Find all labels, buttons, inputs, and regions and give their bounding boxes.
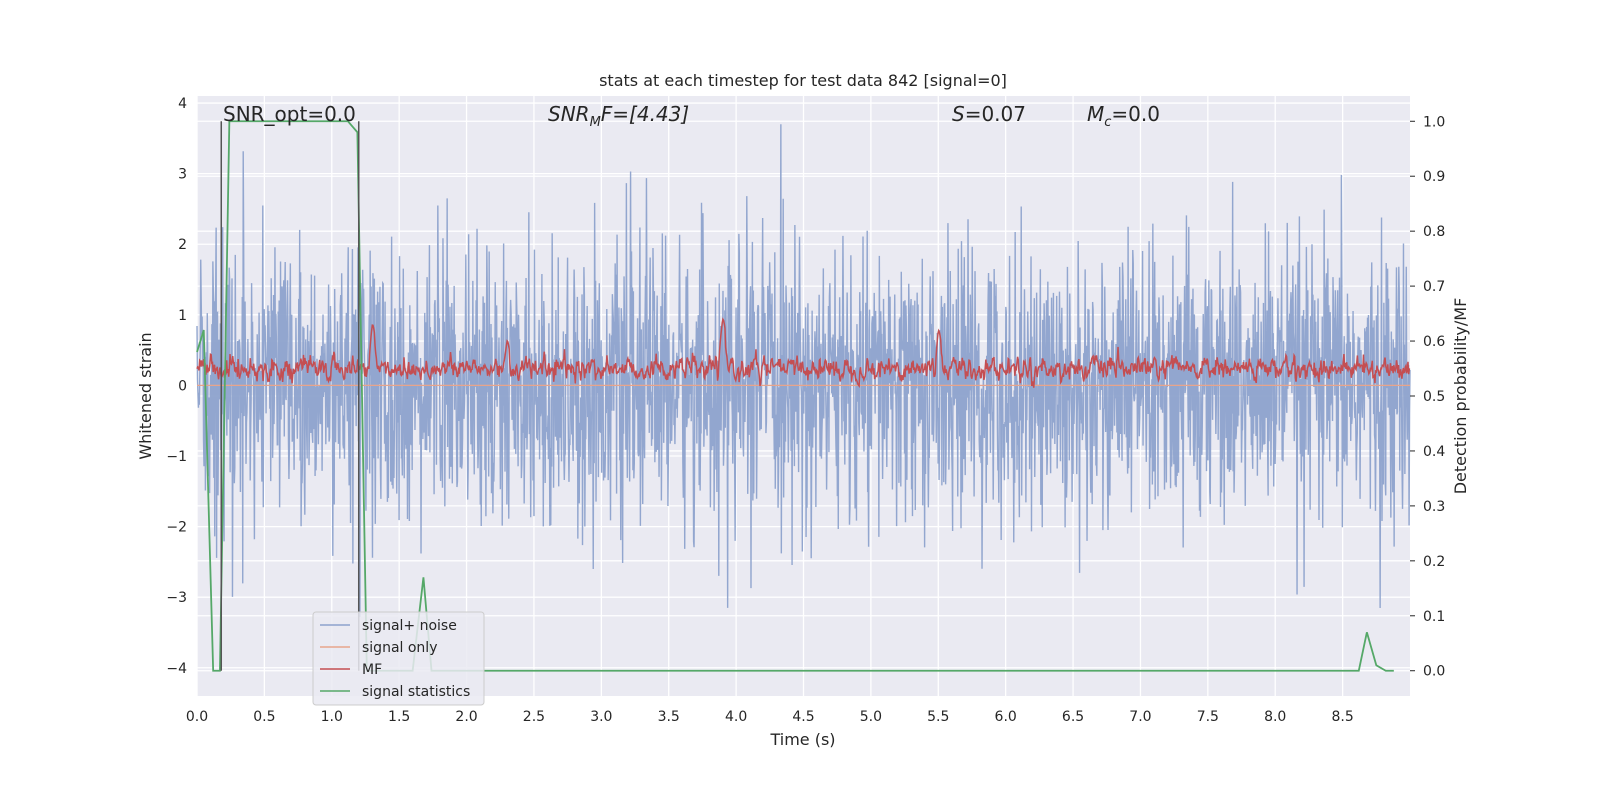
x-tick-label: 8.5 [1331,709,1353,725]
y-tick-label: −2 [166,520,187,536]
y-tick-label: −3 [166,590,187,606]
y2-tick-label: 0.9 [1423,169,1445,185]
legend-label-mf: MF [362,662,382,678]
legend-box [312,611,485,706]
legend: signal+ noise signal only MF signal stat… [312,611,485,706]
x-tick-label: 6.0 [995,709,1017,725]
y2-axis-ticks: 0.0 0.1 0.2 0.3 0.4 0.5 0.6 0.7 0.8 0.9 1.0 [1410,114,1445,680]
x-tick-label: 6.5 [1062,709,1084,725]
x-tick-label: 7.0 [1129,709,1151,725]
y-tick-label: 1 [178,308,187,324]
chart-title: stats at each timestep for test data 842… [599,71,1007,90]
y2-tick-label: 0.5 [1423,389,1445,405]
x-tick-label: 7.5 [1197,709,1219,725]
mf-series [196,317,1411,389]
x-tick-label: 1.5 [388,709,410,725]
y2-axis-label: Detection probability/MF [1451,298,1470,495]
x-tick-label: 8.0 [1264,709,1286,725]
x-tick-label: 1.0 [321,709,343,725]
x-tick-label: 0.0 [186,709,208,725]
x-tick-label: 3.0 [590,709,612,725]
legend-label-signal-noise: signal+ noise [362,618,457,634]
x-tick-label: 3.5 [658,709,680,725]
y2-tick-label: 0.1 [1423,609,1445,625]
x-tick-label: 5.5 [927,709,949,725]
annotation-snr-mf: SNRMF=[4.43] [548,102,689,130]
y-tick-label: −1 [166,449,187,465]
annotation-s: S=0.07 [952,102,1026,126]
y2-tick-label: 0.7 [1423,279,1445,295]
x-tick-label: 0.5 [253,709,275,725]
x-tick-label: 4.0 [725,709,747,725]
y2-tick-label: 0.4 [1423,444,1445,460]
x-axis-label: Time (s) [769,730,835,749]
legend-label-signal-statistics: signal statistics [362,684,470,700]
x-axis-ticks: 0.0 0.5 1.0 1.5 2.0 2.5 3.0 3.5 4.0 4.5 5.0 5.5 6.0 6… [186,709,1354,725]
legend-label-signal-only: signal only [362,640,437,656]
x-tick-label: 5.0 [860,709,882,725]
y2-tick-label: 0.6 [1423,334,1445,350]
y2-tick-label: 0.2 [1423,554,1445,570]
y-axis-ticks: −4 −3 −2 −1 0 1 2 3 4 [166,96,187,677]
y2-tick-label: 1.0 [1423,114,1445,130]
y2-tick-label: 0.3 [1423,499,1445,515]
vertical-markers [220,121,360,671]
x-tick-label: 2.0 [455,709,477,725]
y-tick-label: 2 [178,237,187,253]
annotation-snr-opt: SNR_opt=0.0 [223,102,356,126]
annotation-mc: Mc=0.0 [1087,102,1160,130]
y2-tick-label: 0.8 [1423,224,1445,240]
mf-line [196,317,1411,389]
y-tick-label: 4 [178,96,187,112]
y-tick-label: 0 [178,378,187,394]
x-tick-label: 2.5 [523,709,545,725]
y2-tick-label: 0.0 [1423,664,1445,680]
y-tick-label: 3 [178,167,187,183]
y-axis-label: Whitened strain [136,332,155,459]
x-tick-label: 4.5 [792,709,814,725]
y-tick-label: −4 [166,661,187,677]
